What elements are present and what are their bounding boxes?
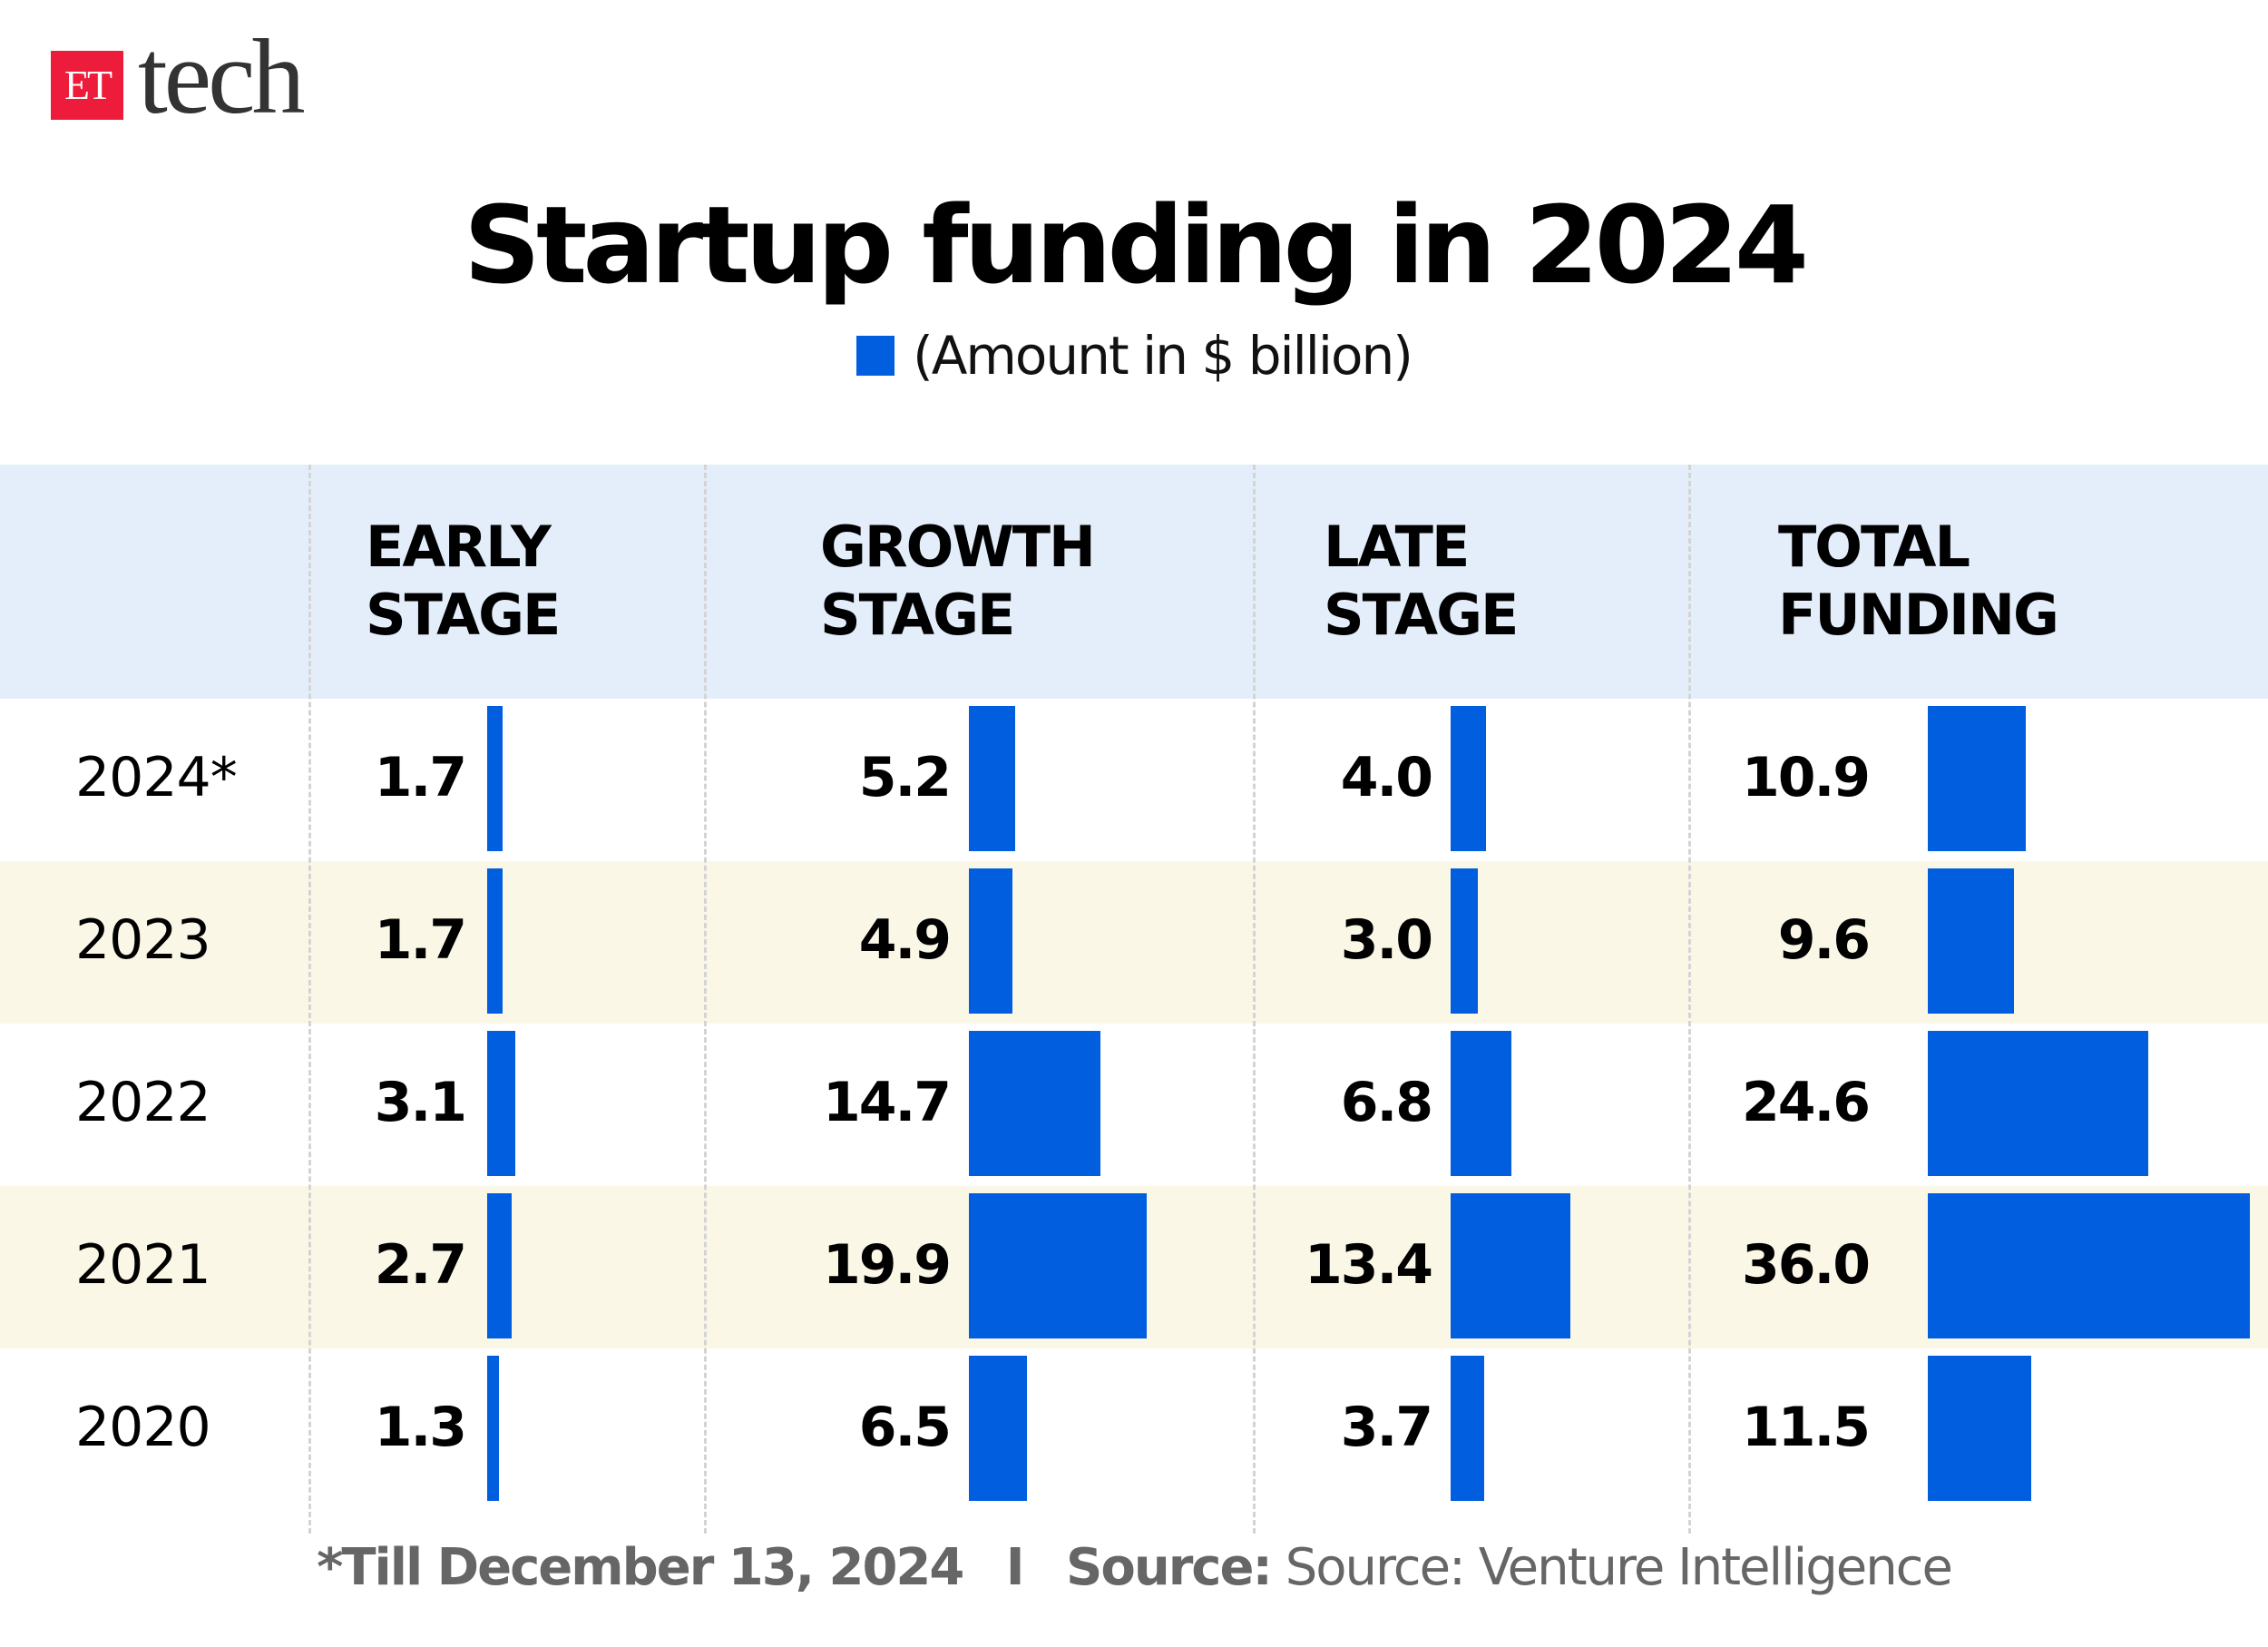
- footer-source-text: Source: Venture Intelligence: [1285, 1538, 1953, 1597]
- bar: [487, 868, 503, 1014]
- year-label: 2020: [75, 1396, 211, 1459]
- column-divider: [704, 465, 707, 1534]
- header-line: STAGE: [820, 582, 1015, 648]
- column-header-growth: GROWTH STAGE: [820, 513, 1096, 649]
- footer-separator: I: [1005, 1538, 1025, 1597]
- bar: [1928, 868, 2014, 1014]
- column-divider: [1253, 465, 1256, 1534]
- data-label: 10.9: [1741, 746, 1871, 809]
- column-header-late: LATE STAGE: [1324, 513, 1519, 649]
- header-line: FUNDING: [1778, 582, 2059, 648]
- header-line: STAGE: [366, 582, 561, 648]
- logo-et-mark: ET: [51, 51, 123, 120]
- logo-tech-text: tech: [138, 17, 306, 136]
- footer: *Till December 13, 2024 I Source: Source…: [0, 1538, 2268, 1597]
- bar: [969, 1193, 1148, 1338]
- bar: [487, 706, 503, 851]
- chart-title: Startup funding in 2024: [464, 182, 1809, 308]
- bar: [1928, 1193, 2251, 1338]
- bar: [487, 1356, 499, 1501]
- data-label: 3.0: [1340, 908, 1433, 972]
- data-label: 3.1: [374, 1071, 467, 1134]
- bar: [969, 706, 1016, 851]
- column-divider: [308, 465, 311, 1534]
- year-label: 2022: [75, 1071, 211, 1134]
- data-label: 6.8: [1340, 1071, 1433, 1134]
- bar: [1451, 1193, 1571, 1338]
- data-label: 24.6: [1741, 1071, 1871, 1134]
- bar: [1451, 1031, 1512, 1176]
- bar: [1451, 868, 1478, 1014]
- data-label: 11.5: [1741, 1396, 1871, 1459]
- header-band: [0, 465, 2268, 699]
- year-label: 2023: [75, 908, 211, 972]
- data-label: 14.7: [822, 1071, 952, 1134]
- data-label: 5.2: [858, 746, 952, 809]
- bar: [969, 868, 1013, 1014]
- bar: [1928, 1356, 2031, 1501]
- footer-note: *Till December 13, 2024: [317, 1538, 964, 1597]
- bar: [969, 1356, 1028, 1501]
- data-label: 36.0: [1741, 1233, 1871, 1297]
- data-label: 6.5: [858, 1396, 952, 1459]
- bar: [1451, 706, 1487, 851]
- data-label: 2.7: [374, 1233, 467, 1297]
- data-label: 4.9: [858, 908, 952, 972]
- column-divider: [1688, 465, 1691, 1534]
- header-line: LATE: [1324, 514, 1470, 580]
- data-label: 1.7: [374, 746, 467, 809]
- data-label: 9.6: [1777, 908, 1871, 972]
- column-header-total: TOTAL FUNDING: [1778, 513, 2059, 649]
- bar: [1928, 1031, 2148, 1176]
- year-label: 2021: [75, 1233, 211, 1297]
- legend-swatch: [856, 336, 895, 376]
- bar: [969, 1031, 1101, 1176]
- header-line: EARLY: [366, 514, 552, 580]
- data-label: 13.4: [1304, 1233, 1433, 1297]
- header-line: TOTAL: [1778, 514, 1970, 580]
- data-label: 1.7: [374, 908, 467, 972]
- data-label: 1.3: [374, 1396, 467, 1459]
- legend: (Amount in $ billion): [0, 325, 2268, 387]
- data-label: 19.9: [822, 1233, 952, 1297]
- row-background: [0, 861, 2268, 1024]
- data-label: 4.0: [1340, 746, 1433, 809]
- year-label: 2024*: [75, 746, 238, 809]
- bar: [487, 1031, 515, 1176]
- bar: [1451, 1356, 1484, 1501]
- bar: [487, 1193, 512, 1338]
- column-header-early: EARLY STAGE: [366, 513, 561, 649]
- bar: [1928, 706, 2026, 851]
- footer-source-label: Source:: [1066, 1538, 1273, 1597]
- header-line: GROWTH: [820, 514, 1096, 580]
- data-label: 3.7: [1340, 1396, 1433, 1459]
- legend-label: (Amount in $ billion): [913, 325, 1413, 387]
- header-line: STAGE: [1324, 582, 1519, 648]
